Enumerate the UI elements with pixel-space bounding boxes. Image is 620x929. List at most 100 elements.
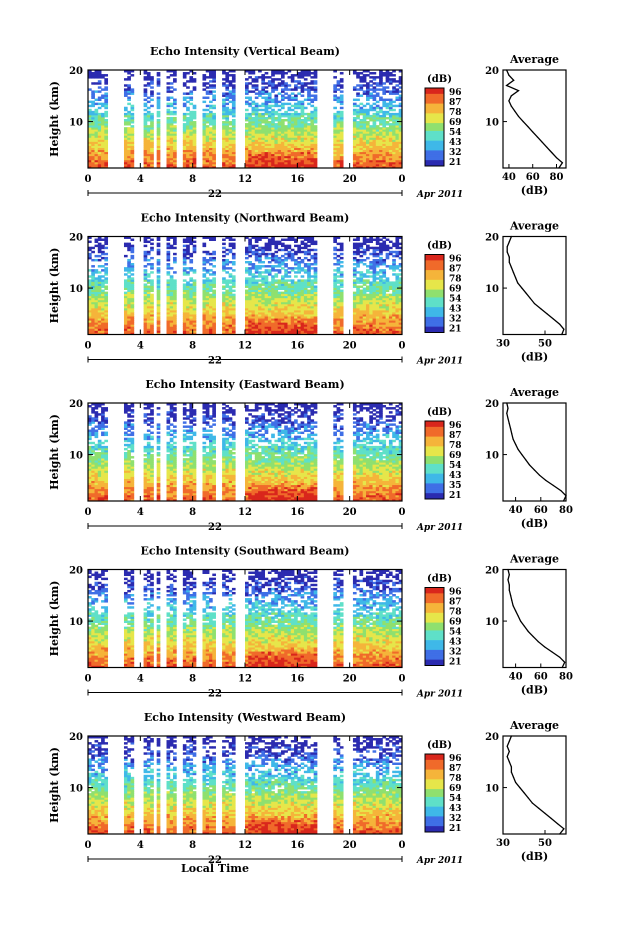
heatmap-cell xyxy=(251,332,256,335)
heatmap-cell xyxy=(258,303,262,307)
heatmap-cell xyxy=(271,291,275,295)
heatmap-cell xyxy=(150,129,154,132)
heatmap-cell xyxy=(130,279,135,282)
heatmap-cell xyxy=(209,112,213,116)
heatmap-cell xyxy=(379,84,383,87)
heatmap-cell xyxy=(264,291,269,295)
heatmap-cell xyxy=(231,318,236,321)
heatmap-cell xyxy=(366,330,370,333)
heatmap-cell xyxy=(359,159,364,163)
heatmap-cell xyxy=(94,240,99,244)
heatmap-cell xyxy=(297,165,301,169)
heatmap-cell xyxy=(359,86,364,89)
heatmap-cell xyxy=(94,127,99,130)
heatmap-cell xyxy=(280,163,285,167)
profile-y-tick-label: 10 xyxy=(485,118,499,129)
heatmap-cell xyxy=(267,242,272,246)
heatmap-cell xyxy=(245,145,249,148)
heatmap-cell xyxy=(310,254,315,258)
heatmap-cell xyxy=(284,246,288,250)
heatmap-cell xyxy=(94,145,99,148)
heatmap-cell xyxy=(205,320,210,323)
heatmap-cell xyxy=(127,322,131,325)
heatmap-cell xyxy=(150,285,154,288)
heatmap-cell xyxy=(245,236,249,239)
heatmap-cell xyxy=(284,165,288,169)
heatmap-cell xyxy=(123,94,128,97)
heatmap-cell xyxy=(280,312,285,315)
heatmap-cell xyxy=(395,90,400,93)
heatmap-cell xyxy=(258,258,262,262)
heatmap-cell xyxy=(352,135,357,138)
heatmap-cell xyxy=(209,90,213,93)
heatmap-cell xyxy=(271,121,275,124)
heatmap-cell xyxy=(369,287,373,290)
heatmap-cell xyxy=(212,161,216,165)
heatmap-cell xyxy=(130,106,135,110)
heatmap-cell xyxy=(300,145,305,148)
heatmap-cell xyxy=(202,155,207,159)
heatmap-cell xyxy=(251,161,256,165)
heatmap-cell xyxy=(261,163,266,167)
heatmap-cell xyxy=(225,320,230,323)
heatmap-cell xyxy=(287,139,292,142)
heatmap-cell xyxy=(372,131,377,134)
heatmap-cell xyxy=(166,324,171,327)
heatmap-cell xyxy=(271,74,275,77)
heatmap-cell xyxy=(150,161,154,165)
heatmap-cell xyxy=(169,151,174,155)
heatmap-cell xyxy=(173,258,177,262)
heatmap-cell xyxy=(88,310,92,313)
heatmap-cell xyxy=(228,250,233,254)
heatmap-cell xyxy=(297,297,301,301)
heatmap-cell xyxy=(248,116,252,120)
heatmap-cell xyxy=(280,147,285,151)
heatmap-cell xyxy=(205,121,210,124)
heatmap-cell xyxy=(290,297,295,301)
heatmap-cell xyxy=(392,78,396,81)
heatmap-cell xyxy=(261,307,266,311)
heatmap-cell xyxy=(280,74,285,77)
heatmap-cell xyxy=(101,318,105,321)
heatmap-cell xyxy=(209,72,213,75)
heatmap-cell xyxy=(280,129,285,132)
heatmap-cell xyxy=(277,151,282,155)
heatmap-cell xyxy=(303,236,308,239)
heatmap-cell xyxy=(290,145,295,148)
heatmap-cell xyxy=(186,295,190,299)
heatmap-cell xyxy=(366,285,370,288)
heatmap-cell xyxy=(382,116,387,120)
colorbar-segment xyxy=(425,97,444,101)
heatmap-cell xyxy=(287,153,292,157)
heatmap-cell xyxy=(186,271,190,274)
heatmap-cell xyxy=(189,312,194,315)
heatmap-cell xyxy=(94,72,99,75)
heatmap-cell xyxy=(258,312,262,315)
heatmap-cell xyxy=(333,133,337,136)
heatmap-cell xyxy=(212,94,216,97)
heatmap-cell xyxy=(254,236,259,239)
heatmap-cell xyxy=(264,72,269,75)
heatmap-cell xyxy=(294,267,298,270)
heatmap-cell xyxy=(189,135,194,138)
heatmap-cell xyxy=(261,135,266,138)
heatmap-cell xyxy=(189,293,194,297)
colorbar-segment xyxy=(425,115,444,118)
heatmap-cell xyxy=(310,98,315,102)
heatmap-cell xyxy=(169,312,174,315)
heatmap-cell xyxy=(94,157,99,161)
heatmap-cell xyxy=(143,155,148,159)
heatmap-cell xyxy=(366,131,370,134)
heatmap-cell xyxy=(88,312,92,315)
heatmap-cell xyxy=(362,135,367,138)
heatmap-cell xyxy=(94,305,99,309)
heatmap-cell xyxy=(352,102,357,106)
heatmap-cell xyxy=(388,133,393,136)
heatmap-cell xyxy=(88,252,92,256)
heatmap-cell xyxy=(173,155,177,159)
heatmap-cell xyxy=(251,250,256,254)
heatmap-cell xyxy=(192,163,197,167)
heatmap-cell xyxy=(356,281,360,284)
heatmap-cell xyxy=(245,141,249,144)
heatmap-cell xyxy=(264,139,269,142)
